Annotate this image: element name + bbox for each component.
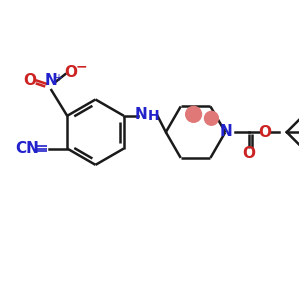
Text: CN: CN (16, 141, 40, 156)
Circle shape (205, 111, 218, 125)
Text: N: N (45, 73, 58, 88)
Text: −: − (75, 59, 87, 73)
Text: O: O (243, 146, 256, 161)
Circle shape (186, 106, 202, 122)
Text: O: O (23, 73, 36, 88)
Text: N: N (220, 124, 233, 139)
Text: N: N (134, 107, 147, 122)
Text: O: O (65, 65, 78, 80)
Text: O: O (258, 125, 272, 140)
Text: H: H (148, 109, 159, 123)
Text: +: + (54, 73, 62, 83)
